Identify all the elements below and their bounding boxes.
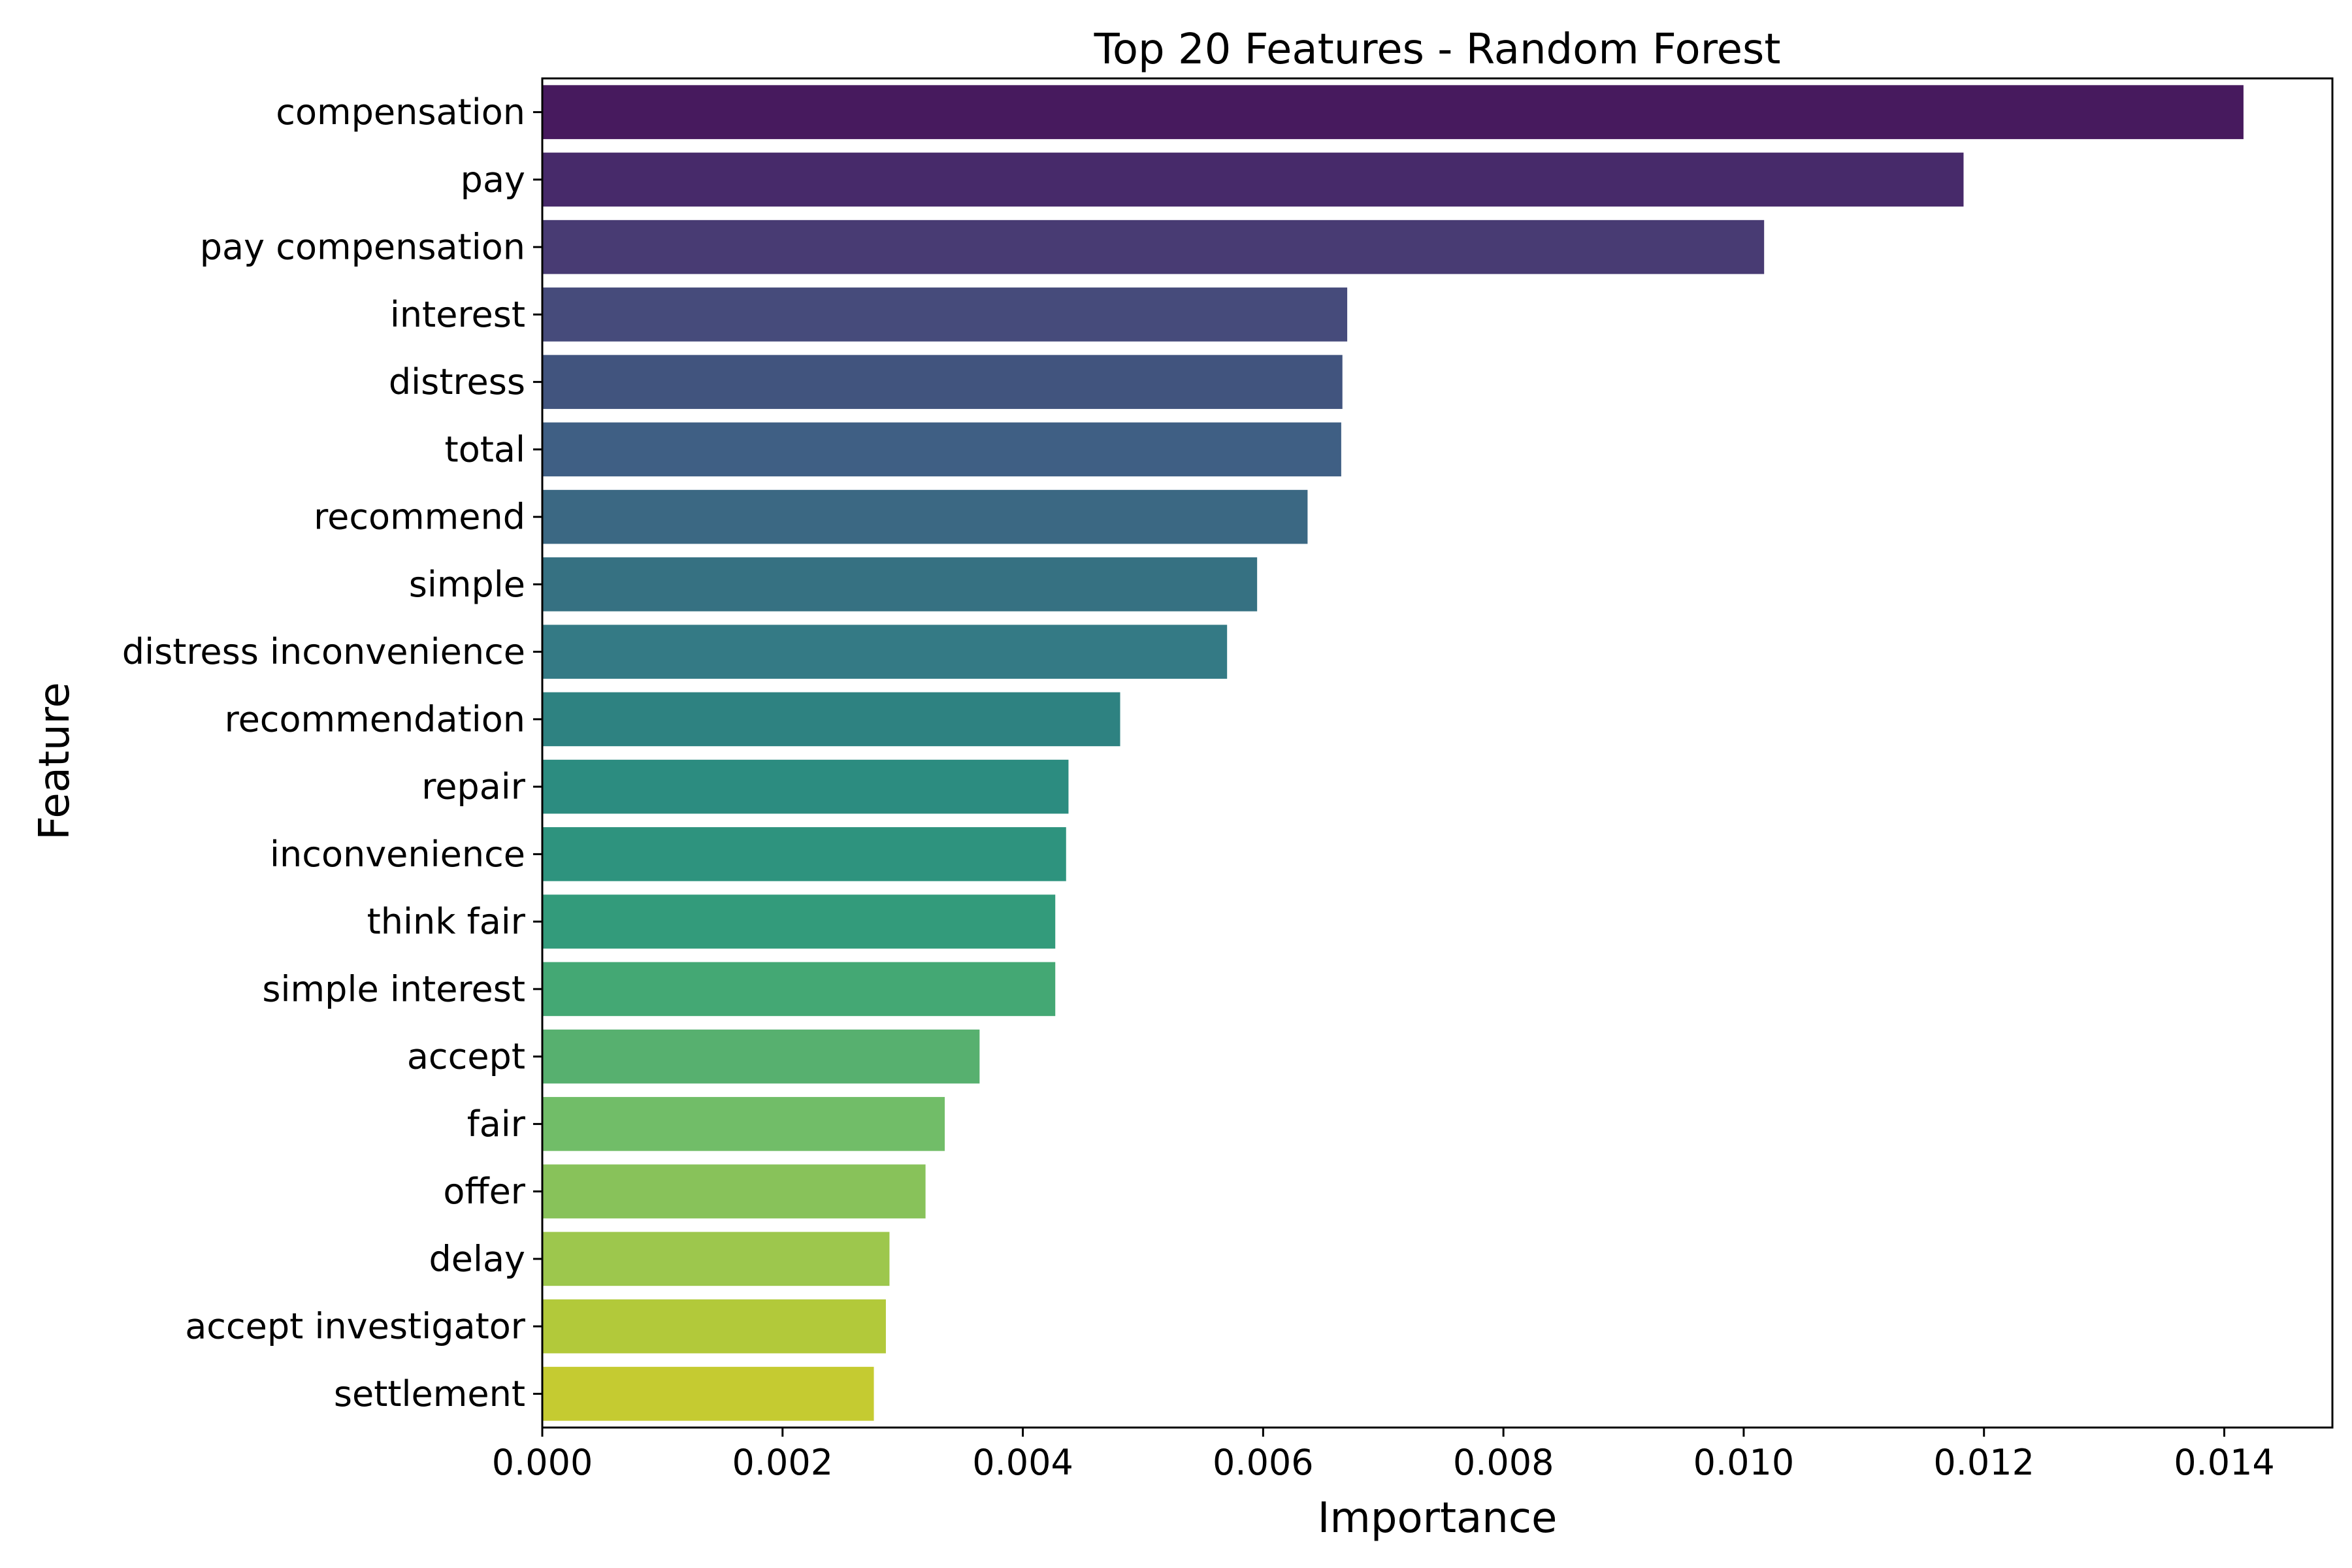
y-tick-label: recommend	[314, 497, 525, 538]
bar-repair	[542, 759, 1069, 814]
x-axis-label: Importance	[1318, 1494, 1558, 1543]
plot-frame	[541, 77, 2334, 1429]
y-tick-label: pay	[461, 159, 525, 200]
y-tick-label: accept	[407, 1036, 525, 1077]
bar-accept-investigator	[542, 1299, 886, 1354]
y-tick-label: think fair	[367, 901, 526, 942]
bar-interest	[542, 287, 1348, 342]
y-tick-label: simple interest	[262, 968, 525, 1009]
chart-title: Top 20 Features - Random Forest	[1094, 25, 1781, 74]
bar-settlement	[542, 1367, 874, 1421]
x-tick-label: 0.014	[2174, 1442, 2275, 1483]
y-tick-label: total	[445, 429, 525, 470]
x-tick-label: 0.004	[972, 1442, 1073, 1483]
y-tick-label: interest	[390, 294, 525, 335]
y-axis-ticks: compensation pay pay compensation interest d…	[122, 91, 542, 1414]
bar-total	[542, 422, 1341, 477]
bar-recommend	[542, 489, 1308, 544]
bars-group	[542, 85, 2244, 1421]
bar-simple-interest	[542, 962, 1056, 1017]
bar-accept	[542, 1029, 980, 1084]
x-axis-ticks: 0.000 0.002 0.004 0.006 0.008 0.010 0.012 0.014	[492, 1428, 2275, 1483]
bar-distress-inconvenience	[542, 625, 1228, 679]
bar-compensation	[542, 85, 2244, 139]
x-tick-label: 0.008	[1453, 1442, 1554, 1483]
bar-fair	[542, 1097, 945, 1151]
x-tick-label: 0.012	[1933, 1442, 2034, 1483]
y-tick-label: repair	[421, 766, 526, 808]
x-tick-label: 0.000	[492, 1442, 593, 1483]
y-tick-label: pay compensation	[200, 227, 525, 268]
bar-inconvenience	[542, 827, 1066, 881]
y-tick-label: delay	[429, 1238, 525, 1279]
y-tick-label: simple	[409, 564, 525, 605]
x-tick-label: 0.006	[1213, 1442, 1314, 1483]
y-tick-label: distress	[389, 361, 525, 402]
bar-simple	[542, 557, 1258, 612]
y-tick-label: settlement	[334, 1373, 525, 1414]
y-tick-label: offer	[443, 1171, 525, 1212]
y-tick-label: fair	[467, 1103, 526, 1145]
y-tick-label: inconvenience	[270, 834, 525, 875]
y-tick-label: recommendation	[225, 698, 525, 740]
bar-distress	[542, 355, 1343, 409]
bar-think-fair	[542, 894, 1056, 949]
bar-pay-compensation	[542, 220, 1765, 274]
x-tick-label: 0.010	[1693, 1442, 1795, 1483]
y-axis-label: Feature	[31, 682, 79, 840]
y-tick-label: accept investigator	[185, 1306, 526, 1347]
y-tick-label: compensation	[276, 91, 525, 133]
bar-delay	[542, 1232, 890, 1286]
bar-offer	[542, 1164, 926, 1218]
bar-pay	[542, 152, 1964, 207]
y-tick-label: distress inconvenience	[122, 631, 525, 672]
x-tick-label: 0.002	[732, 1442, 833, 1483]
bar-recommendation	[542, 692, 1120, 747]
